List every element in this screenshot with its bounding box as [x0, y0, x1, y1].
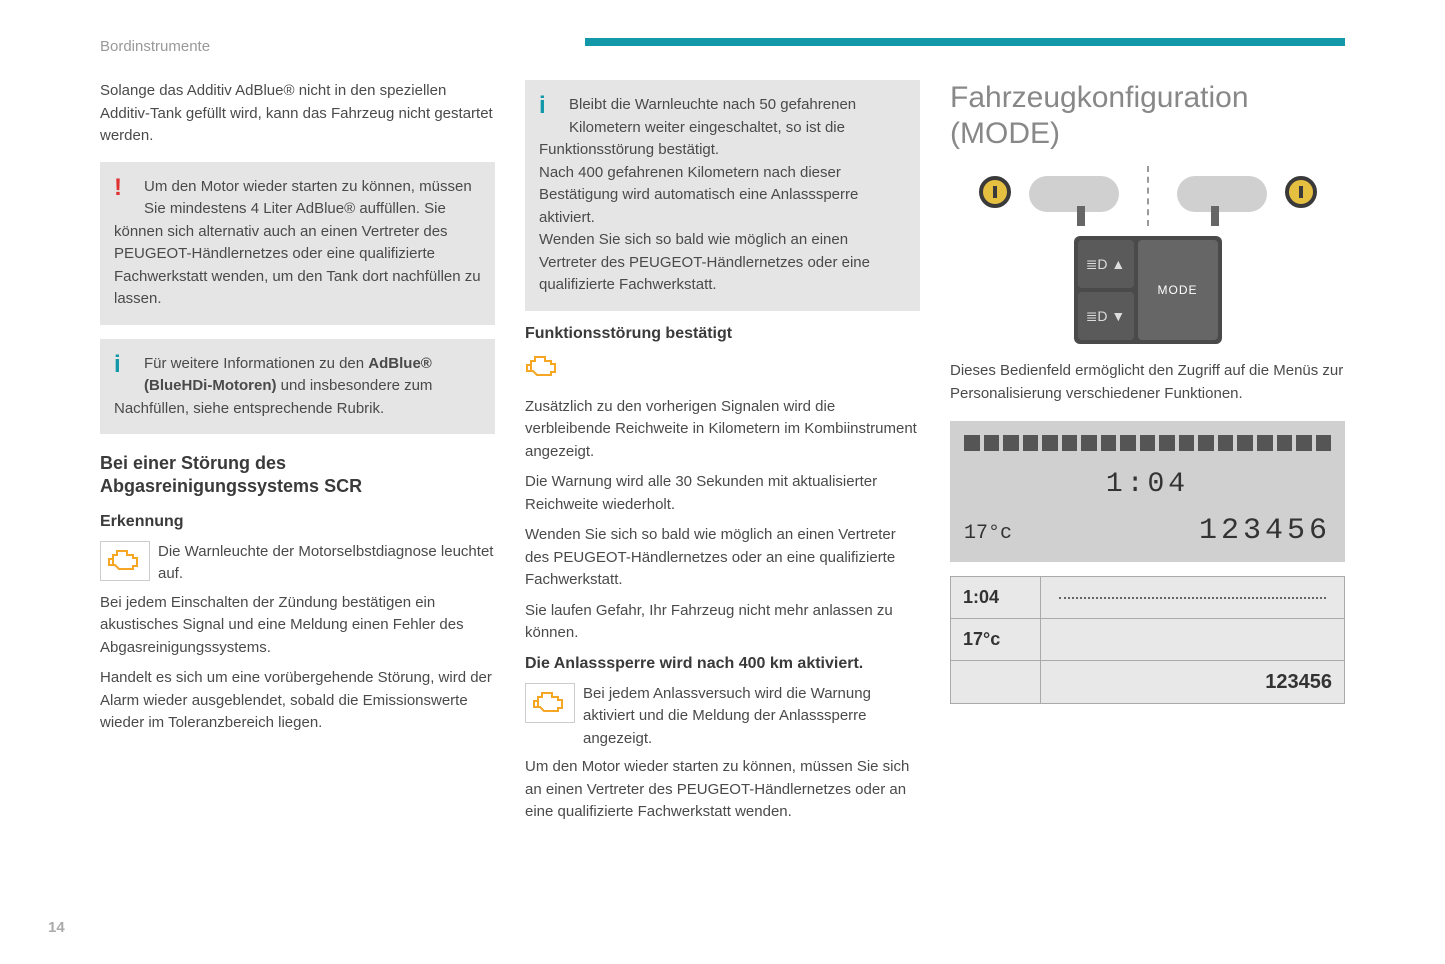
schema-row3-left — [951, 661, 1041, 703]
sub-erkennung: Erkennung — [100, 513, 495, 531]
page-number: 14 — [48, 919, 65, 936]
engine-warning-text: Die Warnleuchte der Motorselbstdiagnose … — [158, 541, 495, 586]
lcd-time: 1:04 — [964, 469, 1331, 500]
lcd-odometer: 123456 — [1199, 514, 1331, 548]
lights-down-button[interactable]: ≣D ▼ — [1078, 292, 1134, 340]
steering-right — [1177, 166, 1317, 226]
mode-button-group: ≣D ▲ ≣D ▼ MODE — [1074, 236, 1222, 344]
col2-para2: Die Warnung wird alle 30 Sekunden mit ak… — [525, 471, 920, 516]
lcd-indicator-icon — [1140, 435, 1156, 451]
lcd-indicator-icon — [1062, 435, 1078, 451]
lcd-indicator-icon — [1316, 435, 1332, 451]
scr-heading: Bei einer Störung des Abgasreinigungssys… — [100, 452, 495, 499]
steering-divider — [1147, 166, 1149, 226]
page-content: Solange das Additiv AdBlue® nicht in den… — [100, 80, 1345, 924]
engine-warning-row-2: Bei jedem Anlassversuch wird die Warnung… — [525, 683, 920, 751]
steering-diagram — [950, 166, 1345, 226]
col2-para3: Wenden Sie sich so bald wie möglich an e… — [525, 524, 920, 592]
lcd-indicator-icon — [1257, 435, 1273, 451]
col2-para5: Um den Motor wieder starten zu können, m… — [525, 756, 920, 824]
lcd-display: 1:04 17°c 123456 — [950, 421, 1345, 562]
engine-icon — [532, 689, 568, 717]
lcd-indicator-icon — [1081, 435, 1097, 451]
intro-text: Solange das Additiv AdBlue® nicht in den… — [100, 80, 495, 148]
engine-warning-text-2: Bei jedem Anlassversuch wird die Warnung… — [583, 683, 920, 751]
lcd-indicator-icon — [1218, 435, 1234, 451]
lcd-indicator-icon — [1198, 435, 1214, 451]
info-box-50km-text: Bleibt die Warnleuchte nach 50 gefahrene… — [539, 96, 870, 293]
engine-icon-box — [100, 541, 150, 581]
lcd-indicator-icon — [1277, 435, 1293, 451]
column-1: Solange das Additiv AdBlue® nicht in den… — [100, 80, 495, 924]
lcd-indicator-icon — [1296, 435, 1312, 451]
column-2: i Bleibt die Warnleuchte nach 50 gefahre… — [525, 80, 920, 924]
title-config: Fahrzeugkonfiguration (MODE) — [950, 80, 1345, 152]
col2-para4: Sie laufen Gefahr, Ihr Fahrzeug nicht me… — [525, 600, 920, 645]
warning-box-text: Um den Motor wieder starten zu können, m… — [114, 178, 481, 308]
engine-icon-box — [525, 683, 575, 723]
steering-left — [979, 166, 1119, 226]
mode-button[interactable]: MODE — [1138, 240, 1218, 340]
lcd-indicator-icon — [1042, 435, 1058, 451]
config-desc: Dieses Bedienfeld ermöglicht den Zugriff… — [950, 360, 1345, 405]
info-box-adblue: i Für weitere Informationen zu den AdBlu… — [100, 339, 495, 435]
engine-icon-standalone — [525, 353, 920, 386]
header-section-label: Bordinstrumente — [100, 38, 210, 55]
schema-display: 1:04 17°c 123456 — [950, 576, 1345, 704]
lcd-indicator-icon — [964, 435, 980, 451]
info-box-prefix: Für weitere Informationen zu den — [144, 355, 368, 372]
scr-para2: Handelt es sich um eine vorübergehende S… — [100, 667, 495, 735]
lcd-indicator-icon — [984, 435, 1000, 451]
sub-confirmed: Funktionsstörung bestätigt — [525, 325, 920, 343]
schema-time: 1:04 — [951, 577, 1041, 618]
engine-warning-row: Die Warnleuchte der Motorselbstdiagnose … — [100, 541, 495, 586]
sub-400km: Die Anlasssperre wird nach 400 km aktivi… — [525, 655, 920, 673]
scr-para1: Bei jedem Einschalten der Zündung bestät… — [100, 592, 495, 660]
col2-para1: Zusätzlich zu den vorherigen Signalen wi… — [525, 396, 920, 464]
warning-icon: ! — [114, 176, 144, 200]
lcd-indicator-icon — [1159, 435, 1175, 451]
warning-box: ! Um den Motor wieder starten zu können,… — [100, 162, 495, 325]
lcd-indicator-icon — [1120, 435, 1136, 451]
lcd-indicator-icon — [1101, 435, 1117, 451]
info-icon: i — [114, 353, 144, 377]
lcd-indicator-icon — [1179, 435, 1195, 451]
lcd-indicator-icon — [1237, 435, 1253, 451]
lcd-indicator-icon — [1023, 435, 1039, 451]
lights-up-button[interactable]: ≣D ▲ — [1078, 240, 1134, 288]
engine-icon — [107, 547, 143, 575]
header-accent-bar — [585, 38, 1345, 46]
engine-icon — [525, 353, 561, 381]
column-3: Fahrzeugkonfiguration (MODE) ≣D ▲ ≣D ▼ M… — [950, 80, 1345, 924]
schema-temp: 17°c — [951, 619, 1041, 660]
lcd-temp: 17°c — [964, 522, 1012, 545]
info-icon: i — [539, 94, 569, 118]
schema-row2-right — [1041, 619, 1344, 660]
lcd-icon-row — [964, 435, 1331, 451]
schema-odometer: 123456 — [1041, 661, 1344, 703]
lcd-indicator-icon — [1003, 435, 1019, 451]
info-box-50km: i Bleibt die Warnleuchte nach 50 gefahre… — [525, 80, 920, 311]
schema-row1-right — [1041, 577, 1344, 618]
mode-panel: ≣D ▲ ≣D ▼ MODE — [950, 236, 1345, 344]
